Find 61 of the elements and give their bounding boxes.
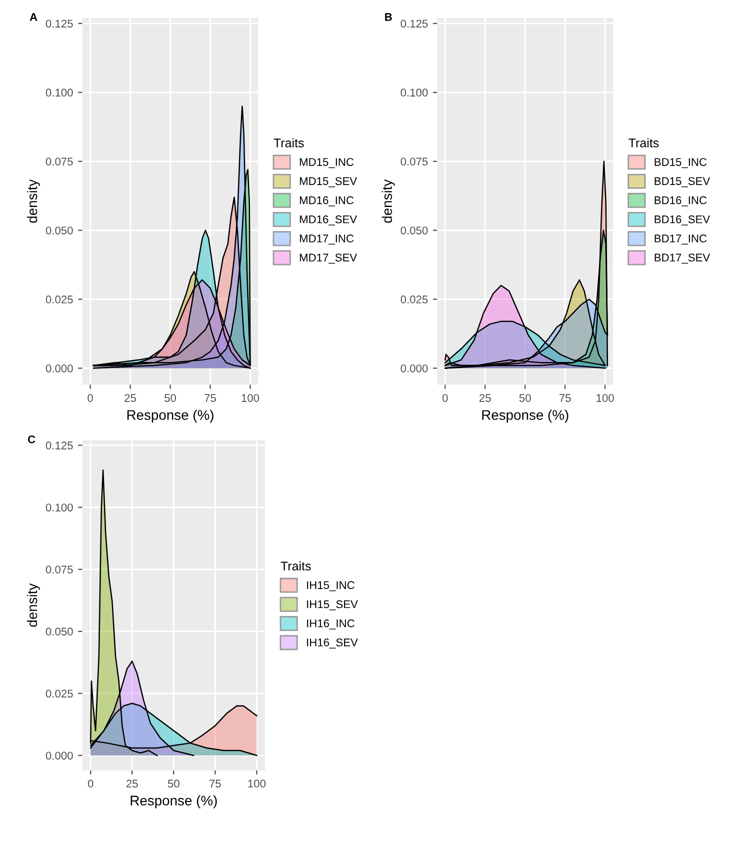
legend-title: Traits: [628, 138, 659, 148]
x-tick-label: 0: [88, 394, 93, 402]
legend-label: IH16_SEV: [307, 638, 358, 648]
legend-label: IH15_SEV: [307, 600, 358, 610]
x-tick-label: 100: [242, 394, 260, 402]
y-tick-label: 0.000: [46, 364, 73, 372]
x-tick-label: 0: [442, 394, 448, 402]
legend-label: MD16_SEV: [300, 215, 358, 226]
legend-label: BD15_INC: [654, 158, 707, 168]
y-tick-label: 0.050: [46, 628, 73, 636]
y-tick-label: 0.050: [400, 226, 428, 234]
legend-label: MD15_INC: [300, 158, 354, 168]
y-axis-title: density: [26, 179, 40, 223]
legend-label: BD16_INC: [654, 196, 707, 206]
x-tick-label: 25: [480, 394, 491, 402]
y-tick-label: 0.125: [46, 20, 73, 28]
y-tick-label: 0.025: [400, 296, 428, 304]
legend-title: Traits: [280, 561, 311, 570]
x-axis-title: Response (%): [130, 795, 217, 808]
y-tick-label: 0.025: [46, 690, 73, 698]
x-tick-label: 50: [168, 780, 180, 788]
y-tick-label: 0.100: [46, 88, 73, 97]
x-tick-label: 25: [124, 394, 136, 402]
x-tick-label: 50: [164, 394, 176, 402]
legend-label: BD15_SEV: [654, 177, 710, 188]
legend-label: MD17_INC: [300, 234, 354, 244]
x-axis-title: Response (%): [482, 410, 568, 423]
y-tick-label: 0.100: [46, 504, 73, 512]
x-tick-label: 50: [519, 394, 531, 402]
legend-label: BD16_SEV: [654, 215, 710, 226]
x-tick-label: 25: [126, 780, 138, 788]
legend-label: MD17_SEV: [300, 254, 358, 264]
y-tick-label: 0.075: [46, 158, 73, 166]
y-axis-title: density: [26, 583, 40, 627]
legend-label: IH15_INC: [307, 581, 354, 592]
y-tick-label: 0.125: [46, 442, 73, 450]
x-tick-label: 75: [210, 780, 221, 788]
legend-title: Traits: [274, 138, 304, 148]
y-tick-label: 0.075: [46, 566, 73, 574]
y-tick-label: 0.125: [400, 20, 428, 28]
y-tick-label: 0.075: [400, 158, 428, 166]
y-tick-label: 0.000: [46, 752, 73, 760]
legend-label: BD17_SEV: [654, 254, 710, 264]
y-tick-label: 0.050: [46, 226, 73, 234]
x-axis-title: Response (%): [127, 410, 214, 423]
y-tick-label: 0.000: [400, 364, 428, 372]
chart-title: A: [30, 13, 38, 21]
legend-label: IH16_INC: [307, 619, 354, 630]
y-tick-label: 0.100: [400, 88, 428, 97]
legend-label: BD17_INC: [654, 234, 707, 244]
x-tick-label: 75: [204, 394, 216, 402]
x-tick-label: 75: [559, 394, 571, 402]
x-tick-label: 0: [88, 780, 94, 788]
chart-title: B: [385, 13, 392, 21]
x-tick-label: 100: [248, 780, 266, 788]
y-axis-title: density: [382, 179, 395, 223]
legend-label: MD15_SEV: [300, 177, 358, 188]
x-tick-label: 100: [596, 394, 614, 402]
y-tick-label: 0.025: [46, 296, 73, 304]
chart-title: C: [28, 435, 36, 444]
legend-label: MD16_INC: [300, 196, 354, 206]
